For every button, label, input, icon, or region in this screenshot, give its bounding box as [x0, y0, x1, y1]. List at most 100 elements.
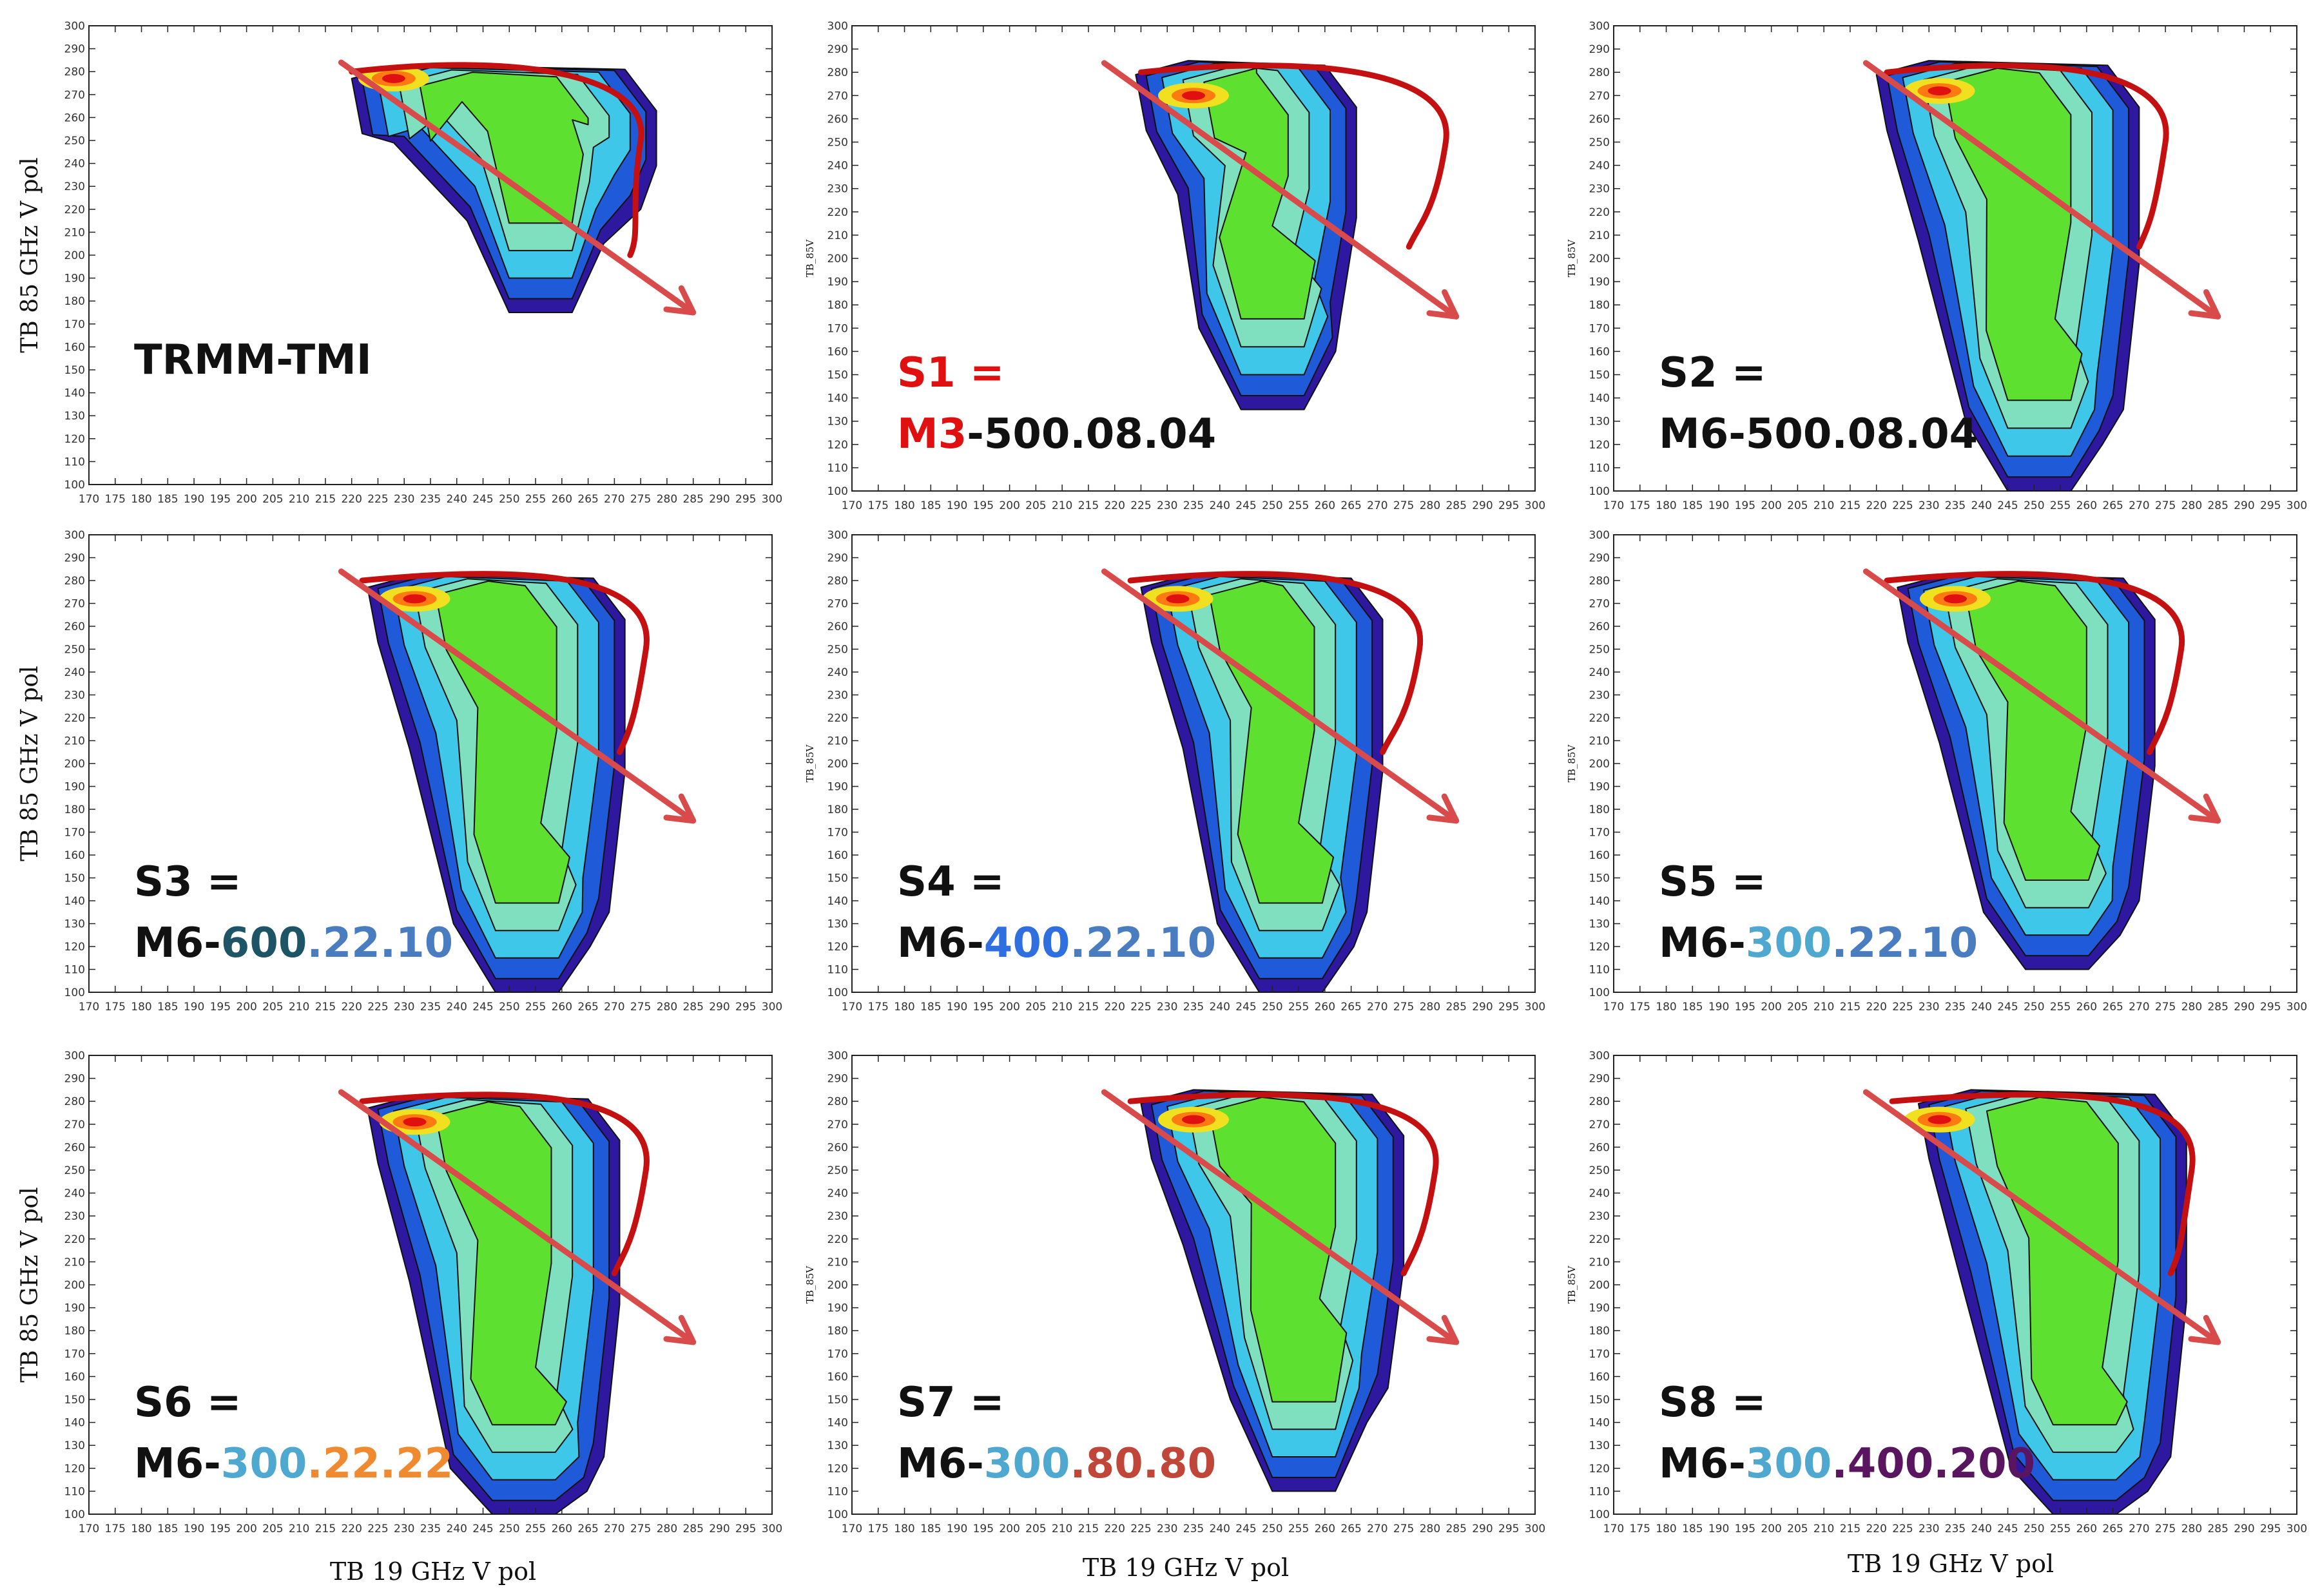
x-tick-label: 290 — [2234, 1001, 2254, 1014]
x-tick-label: 245 — [1997, 1001, 2018, 1014]
y-tick-label: 160 — [64, 849, 85, 862]
y-tick-label: 160 — [1589, 1370, 1610, 1383]
x-tick-label: 215 — [1078, 499, 1099, 512]
x-tick-label: 185 — [157, 1001, 178, 1014]
y-tick-label: 240 — [1589, 1187, 1610, 1200]
y-tick-label: 270 — [1589, 598, 1610, 611]
y-tick-label: 240 — [64, 1187, 85, 1200]
envelope-curve — [359, 571, 650, 755]
y-tick-label: 280 — [64, 66, 85, 79]
y-tick-label: 190 — [1589, 276, 1610, 289]
y-tick-label: 140 — [827, 895, 848, 908]
bottom-xlabel-right: TB 19 GHz V pol — [1848, 1550, 2054, 1578]
y-tick-label: 130 — [1589, 918, 1610, 931]
x-tick-label: 230 — [394, 1001, 414, 1014]
x-tick-label: 210 — [1052, 499, 1072, 512]
x-tick-label: 295 — [1498, 1001, 1519, 1014]
x-tick-label: 230 — [394, 1523, 414, 1535]
y-tick-label: 160 — [1589, 345, 1610, 358]
x-tick-label: 175 — [1630, 1001, 1650, 1014]
density-peak-red — [1944, 594, 1967, 604]
x-tick-label: 220 — [1866, 1523, 1886, 1535]
x-tick-label: 230 — [1919, 499, 1939, 512]
panel-title-segment: 300 — [984, 1440, 1070, 1488]
x-tick-label: 265 — [2102, 1001, 2123, 1014]
y-tick-label: 250 — [64, 644, 85, 657]
panel-title-segment: 300 — [1746, 1440, 1832, 1488]
y-tick-label: 170 — [64, 1348, 85, 1361]
x-tick-label: 180 — [894, 1523, 914, 1535]
panel-title-line-2: M6-300.22.22 — [134, 1440, 453, 1488]
y-tick-label: 120 — [1589, 439, 1610, 452]
x-tick-label: 215 — [1078, 1523, 1099, 1535]
y-tick-label: 210 — [1589, 735, 1610, 748]
y-tick-label: 130 — [64, 918, 85, 931]
x-tick-label: 205 — [1787, 499, 1808, 512]
y-tick-label: 170 — [827, 1348, 848, 1361]
y-tick-label: 180 — [64, 1325, 85, 1338]
x-tick-label: 240 — [447, 1523, 467, 1535]
x-tick-label: 205 — [1025, 499, 1046, 512]
y-tick-label: 280 — [827, 575, 848, 588]
x-tick-label: 185 — [1682, 499, 1703, 512]
y-tick-label: 200 — [64, 1279, 85, 1292]
x-tick-label: 220 — [1104, 1523, 1125, 1535]
panel-title-line-2: M6-300.400.200 — [1659, 1440, 2035, 1488]
x-tick-label: 195 — [1735, 1001, 1755, 1014]
y-tick-label: 140 — [1589, 895, 1610, 908]
panel-title-segment: .22.10 — [307, 919, 453, 967]
x-tick-label: 290 — [1472, 499, 1493, 512]
x-tick-label: 230 — [1919, 1523, 1939, 1535]
y-tick-label: 210 — [1589, 229, 1610, 242]
y-tick-label: 100 — [64, 986, 85, 999]
y-tick-label: 170 — [1589, 322, 1610, 335]
x-tick-label: 180 — [131, 493, 151, 506]
x-tick-label: 270 — [604, 1001, 624, 1014]
x-tick-label: 180 — [131, 1523, 151, 1535]
x-tick-label: 285 — [1445, 1001, 1466, 1014]
density-peak-red — [382, 73, 405, 83]
x-tick-label: 290 — [709, 1523, 730, 1535]
y-tick-label: 190 — [827, 781, 848, 794]
x-tick-label: 245 — [1235, 1523, 1256, 1535]
x-tick-label: 245 — [1235, 1001, 1256, 1014]
y-tick-label: 140 — [64, 1417, 85, 1430]
panel-title-segment: S4 = — [897, 858, 1005, 906]
x-tick-label: 170 — [1603, 1523, 1624, 1535]
x-tick-label: 200 — [236, 1001, 256, 1014]
y-tick-label: 270 — [64, 1119, 85, 1131]
x-tick-label: 275 — [1393, 499, 1414, 512]
y-tick-label: 300 — [1589, 1050, 1610, 1062]
y-tick-label: 150 — [64, 1394, 85, 1407]
x-tick-label: 185 — [920, 1523, 941, 1535]
density-field — [367, 573, 626, 992]
panel-S1: 170 175 180 185 190 195 200 205 210 215 220 225 230 2… — [804, 20, 1545, 512]
y-tick-label: 230 — [64, 180, 85, 193]
density-field — [1140, 1089, 1405, 1492]
x-tick-label: 225 — [367, 1001, 388, 1014]
y-tick-label: 160 — [827, 1370, 848, 1383]
y-tick-label: 290 — [827, 43, 848, 56]
y-tick-label: 220 — [827, 206, 848, 219]
x-tick-label: 210 — [289, 493, 309, 506]
x-tick-label: 190 — [1708, 1523, 1729, 1535]
x-tick-label: 285 — [682, 1523, 703, 1535]
x-tick-label: 240 — [1210, 1001, 1230, 1014]
y-tick-label: 230 — [1589, 689, 1610, 702]
y-tick-label: 280 — [827, 1095, 848, 1108]
x-tick-label: 280 — [1420, 1001, 1440, 1014]
y-tick-label: 120 — [827, 1463, 848, 1476]
y-tick-label: 140 — [64, 895, 85, 908]
x-tick-label: 260 — [552, 1523, 572, 1535]
y-tick-label: 260 — [64, 111, 85, 124]
y-tick-label: 290 — [64, 43, 85, 56]
y-tick-label: 150 — [827, 1394, 848, 1407]
envelope-curve — [1127, 1091, 1439, 1276]
x-tick-label: 285 — [682, 493, 703, 506]
panel-S6: 170 175 180 185 190 195 200 205 210 215 220 225 230 2… — [17, 1050, 782, 1535]
panel-title-segment: S6 = — [134, 1379, 242, 1427]
y-tick-label: 260 — [827, 113, 848, 126]
y-axis-label: TB 85 GHz V pol — [17, 1187, 43, 1382]
x-tick-label: 170 — [79, 1523, 99, 1535]
x-tick-label: 295 — [1498, 1523, 1519, 1535]
